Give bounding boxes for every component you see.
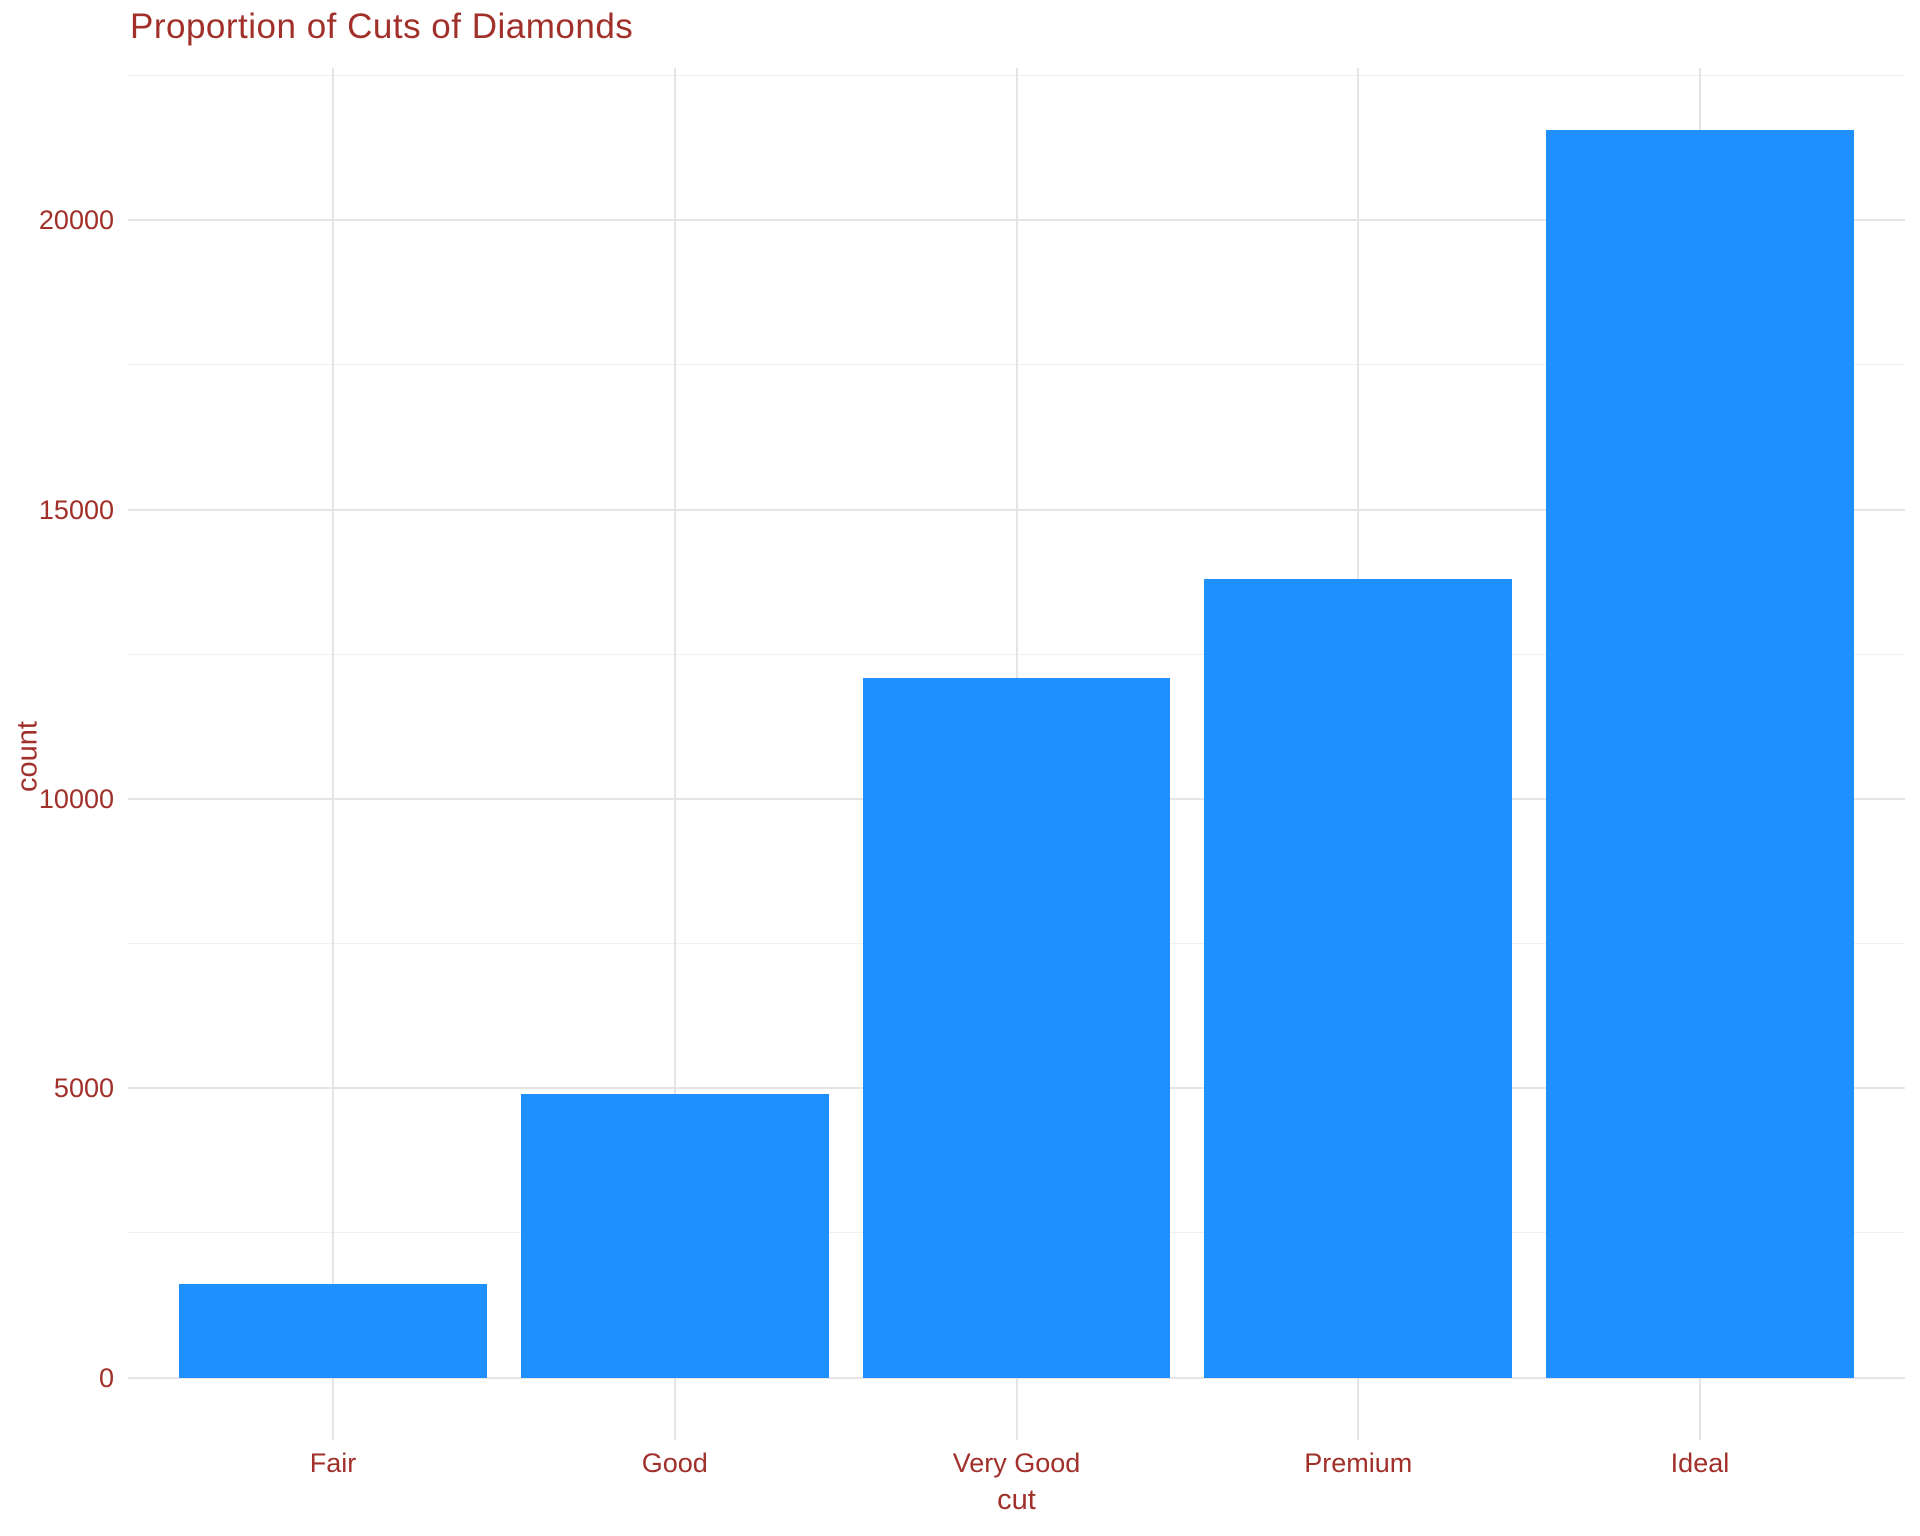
- x-tick-label-ideal: Ideal: [1670, 1448, 1730, 1478]
- x-tick-label-very-good: Very Good: [952, 1448, 1081, 1478]
- y-axis-title: count: [11, 721, 44, 792]
- bar-fair: [179, 1284, 487, 1378]
- y-tick-label-20000: 20000: [38, 205, 114, 236]
- bar-very-good: [862, 678, 1171, 1378]
- y-tick-label-0: 0: [98, 1362, 114, 1393]
- y-tick-label-10000: 10000: [38, 783, 114, 814]
- gridline-category-fair: [332, 68, 335, 1440]
- bar-good: [520, 1093, 829, 1378]
- plot-panel: [128, 68, 1905, 1440]
- y-tick-label-5000: 5000: [53, 1073, 114, 1104]
- x-tick-label-fair: Fair: [309, 1448, 357, 1478]
- bar-ideal: [1546, 130, 1854, 1378]
- gridline-category-good: [673, 68, 676, 1440]
- chart-title: Proportion of Cuts of Diamonds: [130, 7, 634, 46]
- x-tick-label-premium: Premium: [1304, 1448, 1413, 1478]
- bar-premium: [1204, 579, 1512, 1378]
- y-tick-label-15000: 15000: [38, 494, 114, 525]
- x-axis-title: cut: [997, 1484, 1036, 1516]
- x-tick-label-good: Good: [641, 1448, 708, 1478]
